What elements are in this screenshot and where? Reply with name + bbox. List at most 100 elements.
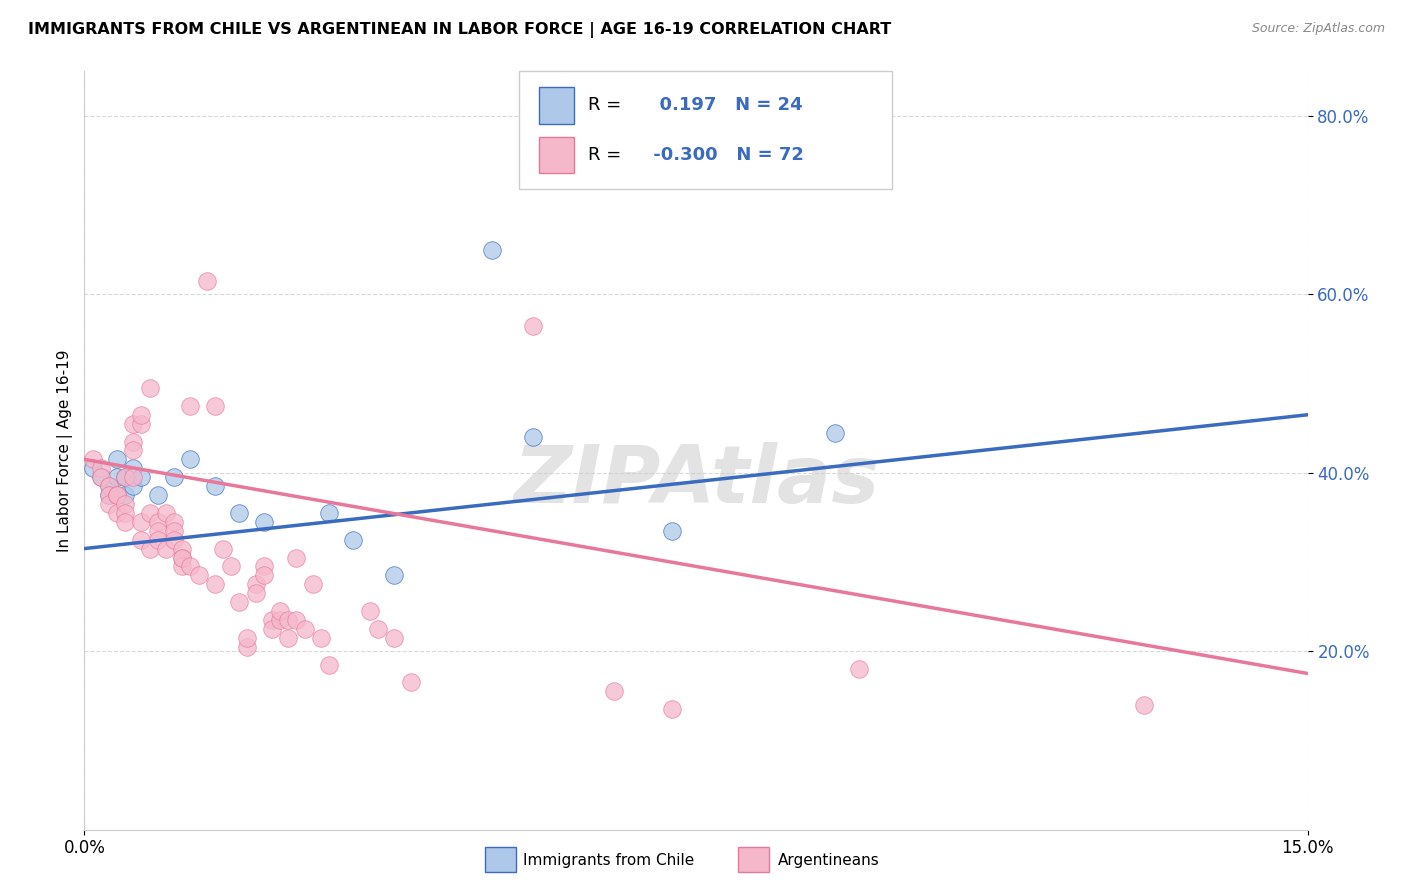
Point [146,524,169,538]
Point [236,631,259,645]
Point [131,533,153,547]
Point [382,568,405,582]
Point [285,550,308,565]
Point [97,479,120,493]
Text: ZIPAtlas: ZIPAtlas [513,442,879,520]
Point [114,497,136,511]
Point [204,399,226,413]
Point [824,425,846,440]
Point [97,479,120,493]
Point [236,640,259,654]
Point [661,702,683,716]
Point [277,613,299,627]
Point [138,506,160,520]
Point [179,559,201,574]
Text: R =: R = [588,96,621,114]
Point [359,604,381,618]
Point [522,430,544,444]
Point [179,399,201,413]
Point [122,434,145,449]
Point [367,622,389,636]
Point [90,470,112,484]
Point [228,595,250,609]
Text: Source: ZipAtlas.com: Source: ZipAtlas.com [1251,22,1385,36]
Point [253,568,276,582]
Point [172,550,194,565]
Point [260,622,283,636]
Point [131,515,153,529]
Point [114,506,136,520]
Point [138,541,160,556]
Point [105,488,128,502]
Point [253,559,276,574]
Point [260,613,283,627]
Point [105,488,128,502]
Point [172,541,194,556]
Point [82,452,104,467]
FancyBboxPatch shape [540,87,574,124]
Text: -0.300   N = 72: -0.300 N = 72 [647,145,804,164]
Point [114,515,136,529]
Text: R =: R = [588,145,621,164]
Point [382,631,405,645]
Point [285,613,308,627]
Point [97,497,120,511]
Point [90,470,112,484]
Point [399,675,422,690]
Point [204,479,226,493]
Point [155,506,177,520]
Point [122,443,145,458]
Point [253,515,276,529]
Point [146,515,169,529]
Point [105,470,128,484]
Text: IMMIGRANTS FROM CHILE VS ARGENTINEAN IN LABOR FORCE | AGE 16-19 CORRELATION CHAR: IMMIGRANTS FROM CHILE VS ARGENTINEAN IN … [28,22,891,38]
Point [82,461,104,475]
Point [131,408,153,422]
Point [212,541,235,556]
Point [219,559,242,574]
Point [131,470,153,484]
Point [155,541,177,556]
Text: 0.197   N = 24: 0.197 N = 24 [647,96,803,114]
Point [172,550,194,565]
Point [204,577,226,591]
Point [122,470,145,484]
Text: Argentineans: Argentineans [778,854,879,868]
Point [245,586,267,600]
Point [318,657,340,672]
Point [187,568,209,582]
Point [522,318,544,333]
Point [105,506,128,520]
Point [90,461,112,475]
Point [138,381,160,395]
Point [661,524,683,538]
Point [342,533,364,547]
Point [163,470,186,484]
Point [105,452,128,467]
Point [277,631,299,645]
Point [172,559,194,574]
Point [122,479,145,493]
Point [1133,698,1156,712]
Point [481,243,503,257]
Point [848,662,870,676]
Point [318,506,340,520]
Point [114,470,136,484]
FancyBboxPatch shape [540,136,574,173]
Text: Immigrants from Chile: Immigrants from Chile [523,854,695,868]
Point [122,461,145,475]
Y-axis label: In Labor Force | Age 16-19: In Labor Force | Age 16-19 [58,349,73,552]
Point [131,417,153,431]
Point [97,488,120,502]
Point [179,452,201,467]
Point [245,577,267,591]
Point [163,515,186,529]
Point [603,684,626,698]
Point [163,533,186,547]
Point [195,274,218,288]
Point [294,622,316,636]
Point [122,417,145,431]
Point [146,488,169,502]
Point [269,604,291,618]
Point [114,470,136,484]
